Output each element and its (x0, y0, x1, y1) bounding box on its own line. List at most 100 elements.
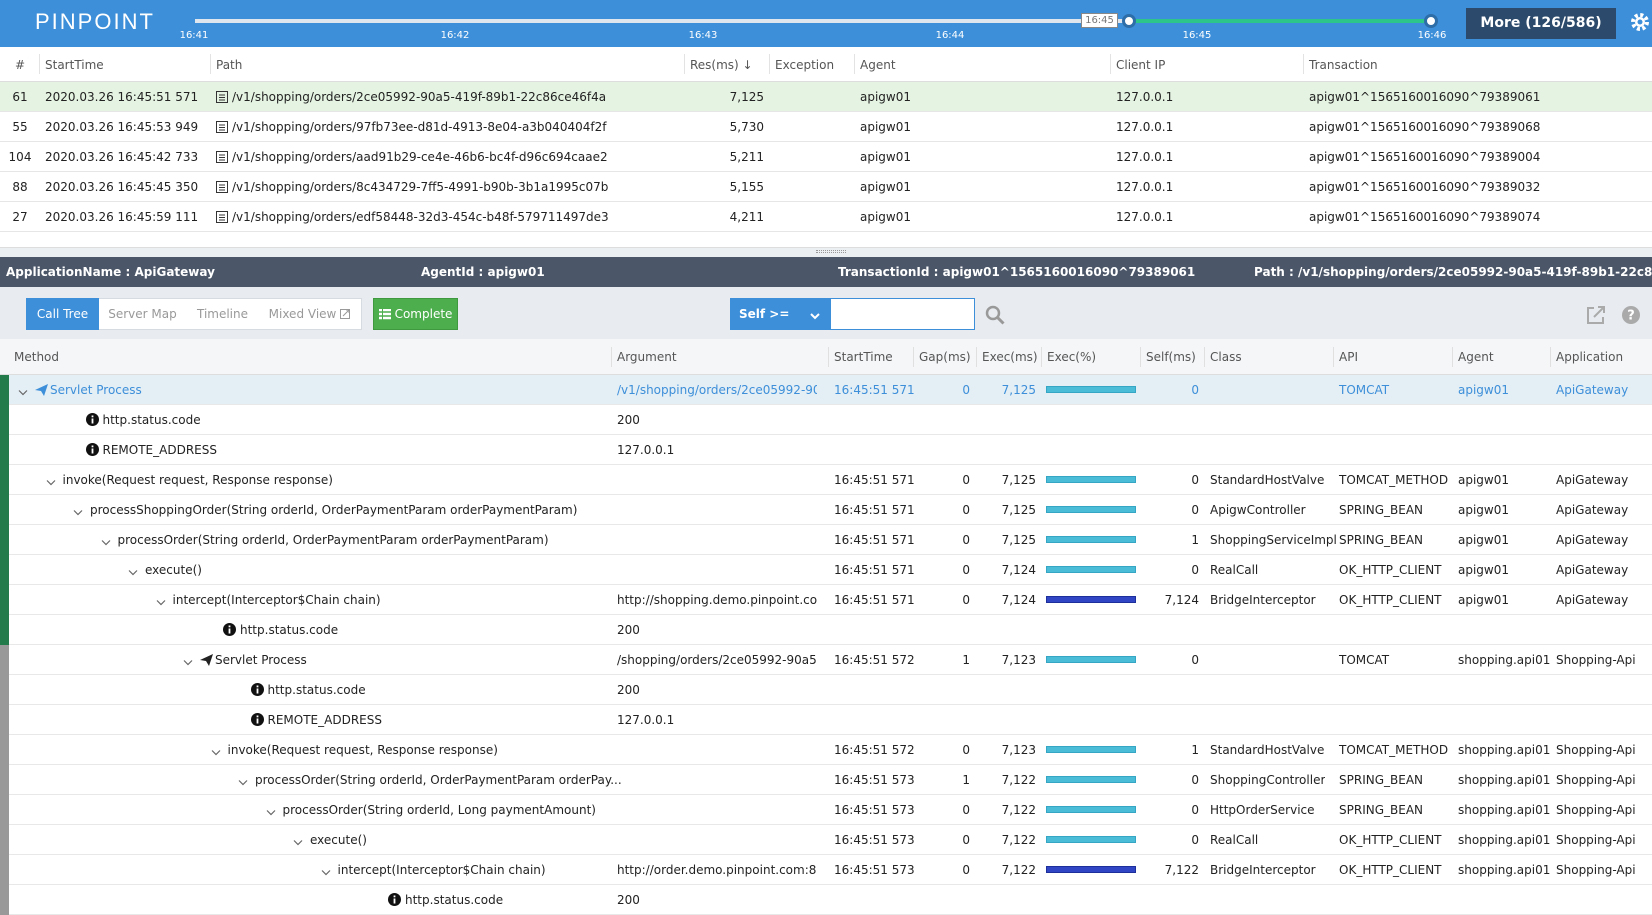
row-stripe (0, 495, 9, 525)
tab[interactable]: Timeline (186, 298, 259, 330)
tree-column-header: Application (1556, 339, 1623, 375)
timeline-handle[interactable] (1424, 14, 1438, 28)
tree-column-header: Method (14, 339, 59, 375)
tree-app: ApiGateway (1556, 375, 1628, 405)
expand-toggle (156, 596, 166, 604)
tree-self: 0 (1139, 645, 1199, 675)
tree-self: 7,124 (1139, 585, 1199, 615)
tree-argument: 200 (617, 615, 640, 645)
list-cell: apigw01^1565160016090^79389068 (1309, 112, 1540, 142)
list-cell: 5,211 (690, 142, 764, 172)
path-icon (216, 121, 228, 133)
tree-exec: 7,123 (976, 645, 1036, 675)
tree-app: Shopping-Api (1556, 645, 1636, 675)
tree-row[interactable] (0, 405, 1652, 435)
expand-toggle (238, 776, 248, 784)
list-column-header: Path (216, 47, 242, 82)
info-path: Path : /v1/shopping/orders/2ce05992-90a5… (1254, 257, 1652, 287)
tree-class: StandardHostValve (1210, 465, 1324, 495)
list-cell: apigw01 (860, 172, 911, 202)
svg-text:?: ? (1627, 309, 1635, 324)
complete-button[interactable]: Complete (373, 298, 458, 330)
tree-app: ApiGateway (1556, 495, 1628, 525)
expand-toggle (211, 746, 221, 754)
method: http.status.code (103, 405, 201, 435)
tree-row[interactable] (0, 375, 1652, 405)
filter-input[interactable] (830, 298, 975, 330)
exec-bar (1046, 836, 1136, 843)
tree-gap: 0 (910, 795, 970, 825)
tab[interactable]: Call Tree (26, 298, 99, 330)
tree-api: SPRING_BEAN (1339, 795, 1423, 825)
tree-agent: apigw01 (1458, 555, 1509, 585)
row-stripe (0, 705, 9, 735)
tree-column-header: Exec(ms) (982, 339, 1038, 375)
tree-column-header: StartTime (834, 339, 893, 375)
list-cell: 127.0.0.1 (1116, 172, 1173, 202)
tree-row[interactable] (0, 675, 1652, 705)
expand-toggle (18, 386, 28, 394)
splitter-grip (816, 250, 846, 253)
tree-argument: 127.0.0.1 (617, 705, 674, 735)
list-cell: 5,155 (690, 172, 764, 202)
list-column-header: Transaction (1309, 47, 1378, 82)
tree-start: 16:45:51 573 (834, 825, 915, 855)
expand-toggle (101, 536, 111, 544)
tree-app: Shopping-Api (1556, 795, 1636, 825)
method: processOrder(String orderId, OrderPaymen… (255, 765, 622, 795)
list-cell: /v1/shopping/orders/97fb73ee-d81d-4913-8… (232, 112, 606, 142)
tree-self: 7,122 (1139, 855, 1199, 885)
help-icon: ? (1621, 305, 1641, 325)
column-divider (39, 54, 40, 74)
tree-argument: 200 (617, 405, 640, 435)
tree-exec: 7,125 (976, 465, 1036, 495)
tree-row[interactable] (0, 885, 1652, 915)
exec-bar (1046, 476, 1136, 483)
tree-api: TOMCAT (1339, 645, 1389, 675)
column-divider (976, 347, 977, 367)
column-divider (210, 54, 211, 74)
tree-row[interactable] (0, 705, 1652, 735)
tree-argument: 200 (617, 885, 640, 915)
tree-self: 0 (1139, 495, 1199, 525)
tree-exec: 7,124 (976, 555, 1036, 585)
tree-start: 16:45:51 573 (834, 855, 915, 885)
column-divider (854, 54, 855, 74)
tab[interactable]: Server Map (99, 298, 186, 330)
tree-api: SPRING_BEAN (1339, 525, 1423, 555)
list-cell: 127.0.0.1 (1116, 202, 1173, 232)
tree-gap: 0 (910, 735, 970, 765)
settings-icon (1630, 12, 1650, 32)
list-cell: 88 (0, 172, 40, 202)
list-column-header: Exception (775, 47, 834, 82)
method: invoke(Request request, Response respons… (63, 465, 333, 495)
servlet-icon (200, 654, 213, 666)
logo: PINPOINT (35, 9, 155, 35)
tree-app: Shopping-Api (1556, 855, 1636, 885)
tree-gap: 0 (910, 465, 970, 495)
tree-self: 0 (1139, 795, 1199, 825)
exec-bar (1046, 386, 1136, 393)
tree-exec: 7,125 (976, 375, 1036, 405)
tree-agent: shopping.api01 (1458, 765, 1550, 795)
list-cell: apigw01 (860, 112, 911, 142)
tree-argument: 127.0.0.1 (617, 435, 674, 465)
tree-agent: apigw01 (1458, 525, 1509, 555)
tree-row[interactable] (0, 435, 1652, 465)
tree-exec: 7,125 (976, 495, 1036, 525)
tab[interactable]: Mixed View (259, 298, 362, 330)
path-icon (216, 181, 228, 193)
expand-toggle (128, 566, 138, 574)
method: processShoppingOrder(String orderId, Ord… (90, 495, 577, 525)
method: intercept(Interceptor$Chain chain) (338, 855, 546, 885)
list-cell: apigw01^1565160016090^79389061 (1309, 82, 1540, 112)
tree-api: OK_HTTP_CLIENT (1339, 585, 1442, 615)
list-column-header: Res(ms) ↓ (690, 47, 753, 82)
row-stripe (0, 675, 9, 705)
list-column-header: Client IP (1116, 47, 1165, 82)
more-button[interactable]: More (126/586) (1466, 8, 1616, 39)
path-icon (216, 151, 228, 163)
expand-toggle (73, 506, 83, 514)
timeline-handle[interactable] (1122, 14, 1136, 28)
row-stripe (0, 525, 9, 555)
